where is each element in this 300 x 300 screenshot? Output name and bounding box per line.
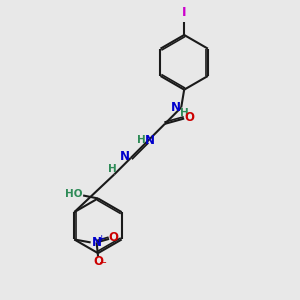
Text: O: O xyxy=(94,255,104,268)
Text: O: O xyxy=(184,110,194,124)
Text: N: N xyxy=(120,150,130,163)
Text: H: H xyxy=(180,108,189,118)
Text: HO: HO xyxy=(65,189,83,199)
Text: N: N xyxy=(144,134,154,147)
Text: N: N xyxy=(92,236,102,249)
Text: O: O xyxy=(109,231,119,244)
Text: N: N xyxy=(171,101,181,114)
Text: H: H xyxy=(109,164,117,174)
Text: −: − xyxy=(99,258,107,268)
Text: H: H xyxy=(137,135,146,145)
Text: I: I xyxy=(182,6,186,19)
Text: +: + xyxy=(97,234,104,243)
